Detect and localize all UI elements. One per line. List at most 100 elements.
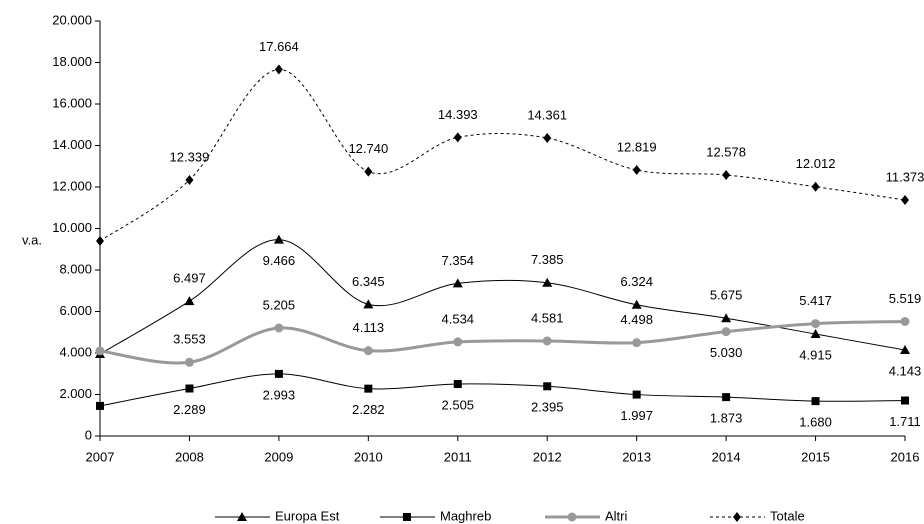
data-label: 12.819 (617, 139, 657, 154)
x-tick-label: 2014 (712, 449, 741, 464)
legend-marker (733, 512, 741, 522)
data-point (95, 346, 105, 356)
data-point (274, 369, 283, 378)
x-tick-label: 2011 (444, 449, 472, 464)
data-label: 2.289 (173, 402, 206, 417)
data-point (810, 329, 821, 339)
data-label: 5.030 (710, 345, 743, 360)
data-point (453, 380, 462, 389)
data-label: 6.497 (173, 271, 206, 286)
data-label: 5.519 (889, 291, 922, 306)
data-point (631, 299, 642, 309)
x-tick-label: 2009 (264, 449, 293, 464)
data-point (542, 336, 552, 346)
y-tick-label: 14.000 (52, 137, 92, 152)
data-point (453, 337, 463, 347)
data-point (722, 393, 731, 402)
data-point (811, 397, 820, 406)
data-point (363, 346, 373, 356)
data-label: 12.339 (170, 149, 210, 164)
legend-marker (567, 512, 577, 522)
data-point (632, 390, 641, 399)
x-tick-label: 2016 (891, 449, 920, 464)
data-point (901, 396, 909, 405)
data-point (900, 316, 910, 326)
data-point (632, 338, 642, 348)
legend-label: Maghreb (440, 508, 491, 523)
x-tick-label: 2015 (801, 449, 830, 464)
data-label: 2.282 (352, 402, 385, 417)
x-tick-label: 2008 (175, 449, 204, 464)
data-point (811, 181, 820, 192)
data-point (184, 357, 194, 367)
data-point (632, 165, 641, 176)
data-label: 3.553 (173, 332, 206, 347)
series-line (99, 68, 906, 242)
y-axis-label: v.a. (22, 232, 42, 247)
x-tick-label: 2013 (622, 449, 651, 464)
data-point (811, 319, 821, 329)
data-label: 1.997 (620, 408, 653, 423)
data-label: 11.373 (886, 169, 924, 184)
legend-marker (403, 513, 411, 521)
data-label: 1.680 (799, 415, 832, 430)
data-label: 17.664 (259, 39, 299, 54)
y-tick-label: 6.000 (59, 303, 92, 318)
data-point (96, 235, 104, 246)
series-line (99, 239, 906, 355)
data-point (543, 133, 552, 144)
data-label: 2.395 (531, 400, 564, 415)
y-tick-label: 4.000 (59, 344, 92, 359)
data-point (722, 170, 731, 181)
data-point (184, 296, 195, 306)
data-point (364, 166, 373, 177)
data-label: 5.675 (710, 288, 743, 303)
data-point (900, 345, 910, 355)
data-label: 4.498 (620, 312, 653, 327)
data-point (274, 64, 283, 75)
y-tick-label: 16.000 (52, 95, 92, 110)
data-label: 4.113 (353, 320, 385, 335)
x-tick-label: 2012 (533, 449, 562, 464)
data-label: 4.143 (889, 363, 922, 378)
data-point (453, 132, 462, 143)
data-point (542, 277, 553, 287)
data-point (721, 327, 731, 337)
data-point (721, 313, 732, 323)
data-label: 7.354 (442, 253, 475, 268)
data-point (96, 401, 104, 410)
data-point (452, 278, 463, 288)
x-tick-label: 2007 (86, 449, 115, 464)
data-label: 6.345 (352, 274, 385, 289)
y-tick-label: 18.000 (52, 54, 92, 69)
x-tick-label: 2010 (354, 449, 383, 464)
data-label: 5.205 (263, 297, 296, 312)
legend-marker (237, 512, 247, 521)
data-label: 5.417 (799, 293, 832, 308)
y-tick-label: 10.000 (52, 220, 92, 235)
data-label: 4.534 (442, 311, 475, 326)
data-label: 12.740 (348, 141, 388, 156)
data-point (901, 195, 909, 206)
data-point (364, 384, 373, 393)
data-label: 12.578 (706, 144, 746, 159)
legend-label: Totale (770, 508, 805, 523)
data-point (185, 174, 194, 185)
series-line (99, 319, 906, 365)
data-point (543, 382, 552, 391)
legend-label: Altri (605, 508, 628, 523)
data-point (273, 234, 284, 244)
data-point (363, 299, 374, 309)
data-label: 7.385 (531, 252, 564, 267)
data-point (274, 323, 284, 333)
y-tick-label: 12.000 (52, 178, 92, 193)
data-label: 12.012 (796, 156, 836, 171)
y-tick-label: 0 (85, 427, 92, 442)
data-label: 4.581 (531, 310, 564, 325)
y-tick-label: 20.000 (52, 12, 92, 27)
data-point (185, 384, 194, 393)
data-label: 14.393 (438, 107, 478, 122)
data-label: 9.466 (263, 253, 296, 268)
legend-label: Europa Est (275, 508, 340, 523)
data-label: 6.324 (620, 274, 653, 289)
